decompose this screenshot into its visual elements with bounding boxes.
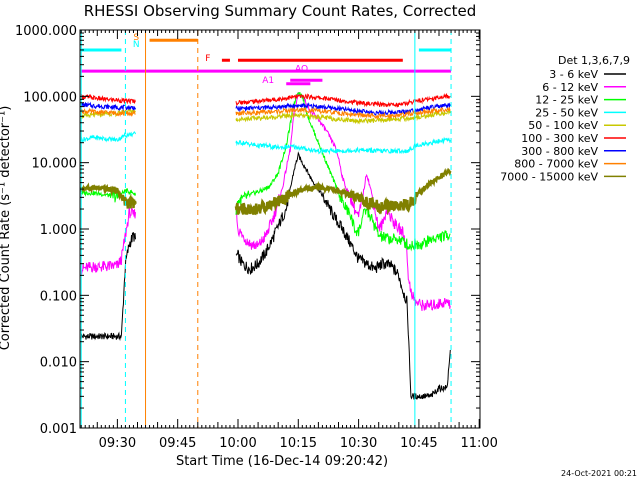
flag-label: N	[133, 40, 140, 50]
x-tick-label: 11:00	[460, 436, 497, 451]
footer-timestamp: 24-Oct-2021 00:21	[561, 469, 637, 478]
x-tick-label: 09:30	[99, 436, 136, 451]
flag-bars: SN F AQ A1	[81, 33, 452, 86]
legend-title: Det 1,3,6,7,9	[558, 54, 630, 67]
legend-entry-label: 100 - 300 keV	[521, 132, 598, 145]
legend-entry-label: 50 - 100 keV	[528, 119, 598, 132]
x-tick-label: 10:00	[219, 436, 256, 451]
y-tick-label: 10.000	[32, 157, 78, 172]
flag-label: F	[205, 54, 210, 64]
legend-entry-label: 300 - 800 keV	[521, 145, 598, 158]
y-tick-label: 1.000	[40, 223, 77, 238]
x-tick-label: 09:45	[159, 436, 196, 451]
y-tick-label: 0.010	[40, 356, 77, 371]
y-tick-label: 0.100	[40, 289, 77, 304]
chart-title: RHESSI Observing Summary Count Rates, Co…	[84, 2, 477, 20]
y-tick-label: 100.000	[23, 90, 77, 105]
y-tick-label: 0.001	[40, 422, 77, 437]
legend-entry-label: 7000 - 15000 keV	[500, 170, 598, 183]
flag-label: AQ	[295, 64, 308, 74]
y-axis: 1000.000 100.000 10.000 1.000 0.100 0.010 0.00…	[15, 24, 480, 437]
flag-label: A1	[262, 76, 274, 86]
x-tick-label: 10:45	[400, 436, 437, 451]
flag-label: S	[133, 33, 139, 43]
legend-entry-label: 12 - 25 keV	[535, 94, 598, 107]
x-tick-label: 10:15	[280, 436, 317, 451]
x-tick-label: 10:30	[340, 436, 377, 451]
y-tick-label: 1000.000	[15, 24, 77, 39]
series-line	[80, 92, 451, 312]
legend-entry-label: 25 - 50 keV	[535, 106, 598, 119]
x-axis: 09:30 09:45 10:00 10:15 10:30 10:45 11:00	[80, 30, 498, 451]
x-axis-label: Start Time (16-Dec-14 09:20:42)	[176, 454, 388, 469]
legend-entry-label: 3 - 6 keV	[549, 68, 598, 81]
legend-entry-label: 6 - 12 keV	[542, 81, 598, 94]
y-axis-label: Corrected Count Rate (s⁻¹ detector⁻¹)	[0, 106, 13, 351]
legend-entry-label: 800 - 7000 keV	[514, 158, 598, 171]
